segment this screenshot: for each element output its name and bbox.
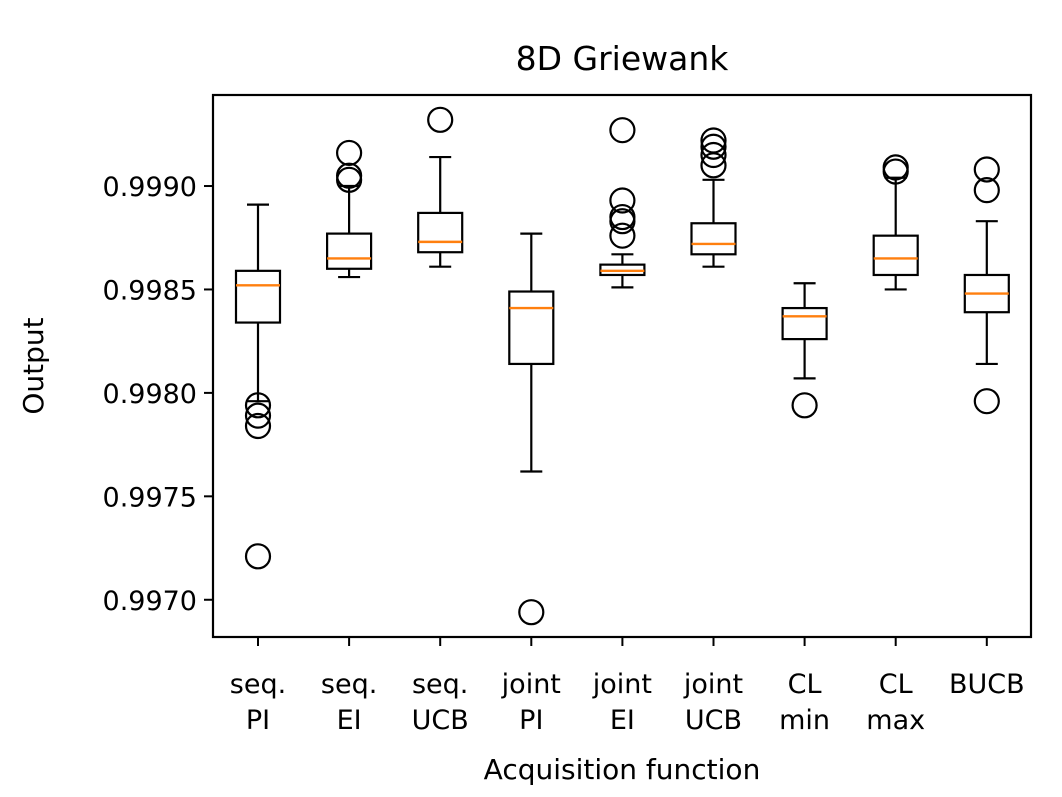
outlier-point — [700, 133, 727, 160]
box-group — [690, 127, 737, 268]
box-group — [508, 232, 555, 626]
x-tick-label-line1: CL — [879, 669, 913, 700]
box-iqr — [508, 290, 555, 366]
box-group — [963, 156, 1010, 415]
box-group — [599, 117, 646, 289]
y-tick-label: 0.9970 — [103, 586, 197, 617]
x-tick-label-line2: UCB — [685, 705, 742, 736]
outlier-point — [973, 388, 1000, 415]
x-tick-label-line2: PI — [246, 705, 270, 736]
x-tick-label-line1: CL — [788, 669, 822, 700]
x-tick-label-line2: EI — [610, 705, 635, 736]
outlier-point — [244, 392, 272, 419]
box-series — [234, 106, 1010, 626]
y-tick-label: 0.9985 — [103, 275, 197, 306]
x-tick-label-line2: PI — [519, 705, 543, 736]
x-tick-label-line2: EI — [337, 705, 362, 736]
box-iqr — [690, 222, 737, 256]
outlier-point — [700, 127, 727, 154]
x-tick-label-line1: seq. — [230, 669, 286, 700]
outlier-point — [700, 141, 727, 169]
box-iqr — [872, 234, 919, 277]
x-tick-label-line1: seq. — [412, 669, 468, 700]
outlier-point — [244, 412, 272, 440]
x-tick-label-line2: max — [866, 705, 925, 736]
outlier-point — [609, 187, 636, 214]
box-iqr — [417, 211, 464, 254]
box-group — [234, 203, 282, 570]
outlier-point — [427, 106, 454, 133]
outlier-point — [791, 392, 818, 419]
box-iqr — [326, 232, 373, 270]
x-tick-label-line1: BUCB — [949, 669, 1025, 700]
box-group — [872, 154, 919, 291]
chart-title: 8D Griewank — [516, 39, 730, 78]
x-tick-label-line2: min — [779, 705, 830, 736]
outlier-point — [973, 177, 1000, 204]
x-tick-label-line1: seq. — [321, 669, 377, 700]
plot-frame — [211, 93, 1033, 639]
outlier-point — [973, 156, 1000, 183]
x-tick-label-line1: joint — [592, 669, 652, 700]
outlier-point — [609, 117, 636, 144]
outlier-point — [609, 203, 636, 231]
box-iqr — [234, 269, 282, 324]
y-tick-label: 0.9975 — [103, 482, 197, 513]
x-tick-label-line1: joint — [683, 669, 743, 700]
x-axis-title: Acquisition function — [484, 753, 761, 786]
box-group — [417, 106, 464, 268]
outlier-point — [882, 154, 909, 181]
x-tick-label-line1: joint — [501, 669, 561, 700]
box-iqr — [781, 306, 828, 341]
outlier-point — [336, 139, 363, 167]
outlier-point — [244, 402, 272, 429]
outlier-point — [336, 162, 363, 189]
outlier-point — [518, 599, 545, 626]
y-axis-title: Output — [17, 317, 50, 414]
y-tick-label: 0.9980 — [103, 379, 197, 410]
box-group — [781, 282, 828, 419]
y-tick-label: 0.9990 — [103, 172, 197, 203]
outlier-point — [609, 222, 636, 249]
outlier-point — [244, 543, 272, 570]
x-tick-label-line2: UCB — [412, 705, 469, 736]
y-axis: 0.9970 0.9975 0.9980 0.9985 0.9990 — [103, 172, 213, 617]
box-group — [326, 139, 373, 279]
x-axis: seq. PI seq. EI seq. UCB joint PI joint EI joint UC… — [230, 637, 1025, 736]
